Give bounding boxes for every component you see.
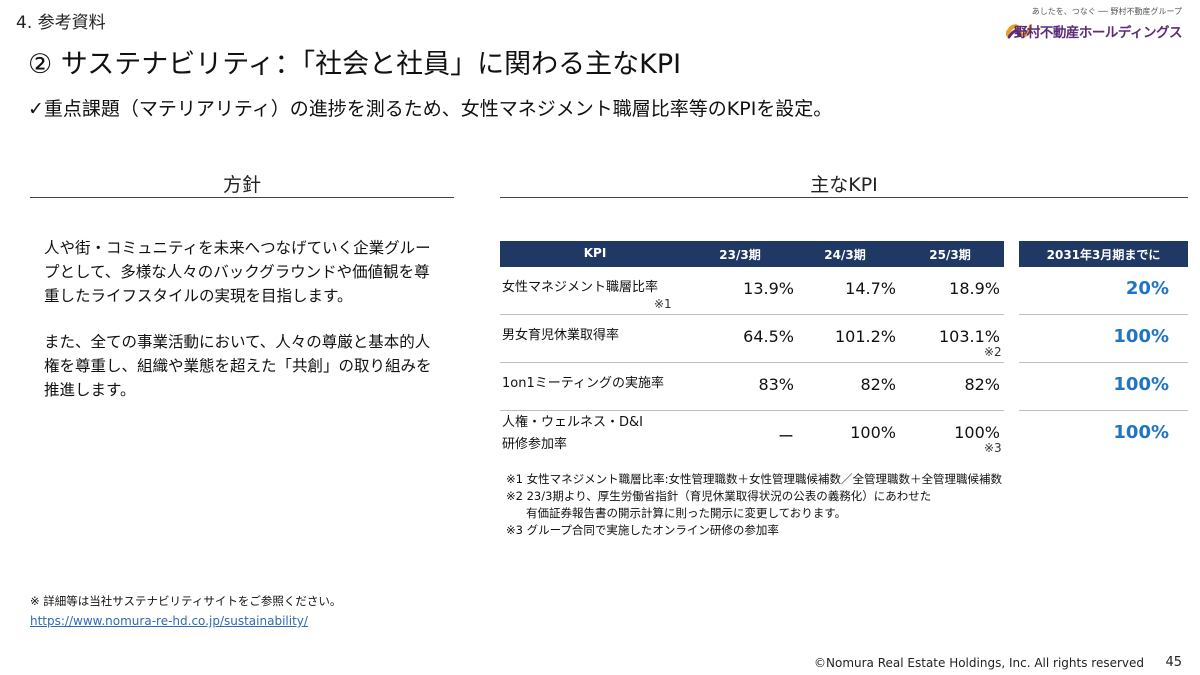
kpi-name: 1on1ミーティングの実施率: [502, 376, 664, 391]
row-divider: [500, 410, 1004, 411]
logo-name: 野村不動産ホールディングス: [1013, 25, 1183, 41]
kpi-name-line2: 研修参加率: [502, 437, 568, 452]
kpi-name-note: ※1: [654, 297, 672, 311]
page-title: ② サステナビリティ：「社会と社員」に関わる主なKPI: [28, 49, 682, 80]
kpi-value-fy24: 14.7%: [845, 279, 896, 298]
section-number: 4. 参考資料: [16, 13, 106, 33]
kpi-value-fy23: 13.9%: [743, 279, 794, 298]
kpi-value-note: ※2: [984, 345, 1002, 359]
note-3: ※3 グループ合同で実施したオンライン研修の参加率: [506, 523, 779, 537]
kpi-target: 100%: [1113, 374, 1169, 395]
kpi-value-fy25: 100%: [954, 423, 1000, 442]
row-divider: [1019, 362, 1188, 363]
column-header-fy23: 23/3期: [719, 248, 761, 262]
column-header-fy24: 24/3期: [824, 248, 866, 262]
kpi-target: 100%: [1113, 326, 1169, 347]
policy-paragraph-2: また、全ての事業活動において、人々の尊厳と基本的人権を尊重し、組織や業態を超えた…: [44, 333, 432, 399]
kpi-name: 男女育児休業取得率: [502, 328, 620, 343]
table-header: KPI 23/3期 24/3期 25/3期: [500, 241, 1004, 267]
column-header-target: 2031年3月期までに: [1046, 248, 1161, 262]
copyright: ©Nomura Real Estate Holdings, Inc. All r…: [814, 656, 1144, 670]
kpi-name: 人権・ウェルネス・D&I: [502, 415, 643, 430]
kpi-target: 100%: [1113, 422, 1169, 443]
kpi-value-fy25: 103.1%: [938, 327, 1000, 346]
kpi-divider: [500, 197, 1188, 198]
note-1: ※1 女性マネジメント職層比率:女性管理職数＋女性管理職候補数／全管理職数＋全管…: [506, 472, 1002, 486]
table-notes: ※1 女性マネジメント職層比率:女性管理職数＋女性管理職候補数／全管理職数＋全管…: [506, 471, 1002, 539]
table-row: 人権・ウェルネス・D&I 研修参加率 ー 100% 100% ※3 100%: [500, 411, 1188, 459]
page-number: 45: [1165, 655, 1182, 670]
policy-heading: 方針: [222, 174, 261, 196]
kpi-value-note: ※3: [984, 441, 1002, 455]
page-subtitle: ✓重点課題（マテリアリティ）の進捗を測るため、女性マネジメント職層比率等のKPI…: [28, 98, 833, 120]
kpi-value-fy23: ー: [777, 427, 794, 446]
table-row: 女性マネジメント職層比率 ※1 13.9% 14.7% 18.9% 20%: [500, 267, 1188, 315]
table-row: 男女育児休業取得率 64.5% 101.2% 103.1% ※2 100%: [500, 315, 1188, 363]
kpi-target: 20%: [1125, 278, 1169, 299]
column-header-fy25: 25/3期: [929, 248, 971, 262]
column-header-kpi: KPI: [583, 246, 607, 260]
reference-note: ※ 詳細等は当社サステナビリティサイトをご参照ください。: [30, 594, 342, 608]
row-divider: [500, 314, 1004, 315]
kpi-value-fy25: 18.9%: [949, 279, 1000, 298]
row-divider: [1019, 410, 1188, 411]
kpi-value-fy23: 83%: [758, 375, 794, 394]
kpi-value-fy24: 100%: [850, 423, 896, 442]
sustainability-link[interactable]: https://www.nomura-re-hd.co.jp/sustainab…: [30, 614, 308, 628]
kpi-name: 女性マネジメント職層比率: [502, 280, 659, 295]
company-logo: あしたを、つなぐ ── 野村不動産グループ 野村不動産ホールディングス: [982, 6, 1183, 46]
table-row: 1on1ミーティングの実施率 83% 82% 82% 100%: [500, 363, 1188, 411]
kpi-value-fy25: 82%: [964, 375, 1000, 394]
policy-divider: [30, 197, 454, 198]
row-divider: [500, 362, 1004, 363]
table-header-goal: 2031年3月期までに: [1019, 241, 1188, 267]
policy-paragraph-1: 人や街・コミュニティを未来へつなげていく企業グループとして、多様な人々のバックグ…: [44, 239, 431, 305]
kpi-value-fy24: 82%: [860, 375, 896, 394]
logo-tagline: あしたを、つなぐ ── 野村不動産グループ: [1031, 7, 1182, 16]
row-divider: [1019, 314, 1188, 315]
logo-swoosh-icon: [1006, 24, 1032, 39]
kpi-value-fy24: 101.2%: [834, 327, 896, 346]
note-2-continued: 有価証券報告書の開示計算に則った開示に変更しております。: [526, 506, 847, 520]
kpi-heading: 主なKPI: [810, 174, 878, 196]
kpi-value-fy23: 64.5%: [743, 327, 794, 346]
note-2: ※2 23/3期より、厚生労働省指針（育児休業取得状況の公表の義務化）にあわせた: [506, 489, 932, 503]
